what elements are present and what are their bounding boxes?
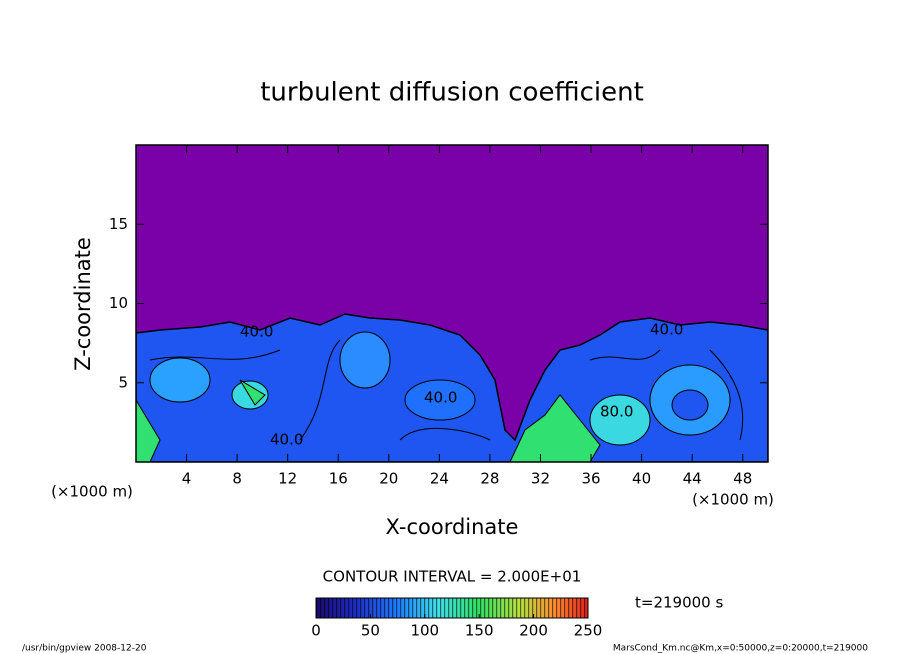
eddy	[239, 379, 266, 406]
y-tick-label: 5	[118, 373, 128, 391]
x-tick-label: 32	[531, 470, 550, 488]
contour-interval: CONTOUR INTERVAL = 2.000E+01	[323, 568, 582, 586]
field	[136, 145, 768, 462]
y-tick-label: 15	[109, 215, 128, 233]
contour-label: 40.0	[240, 323, 273, 341]
x-axis-label: X-coordinate	[386, 515, 519, 539]
x-units: (×1000 m)	[692, 491, 774, 509]
x-tick-label: 24	[430, 470, 449, 488]
x-tick-label: 28	[480, 470, 499, 488]
footer-right: MarsCond_Km.nc@Km,x=0:50000,z=0:20000,t=…	[613, 644, 868, 654]
x-tick-label: 20	[379, 470, 398, 488]
colorbar-tick-label: 200	[519, 622, 548, 640]
colorbar-tick-label: 50	[361, 622, 380, 640]
contour-label: 40.0	[270, 431, 303, 449]
x-tick-label: 4	[182, 470, 192, 488]
y-tick-label: 10	[109, 294, 128, 312]
x-tick-label: 44	[683, 470, 702, 488]
contour-label: 40.0	[424, 389, 457, 407]
eddy	[149, 357, 211, 403]
colorbar-tick-label: 0	[311, 622, 321, 640]
chart-title: turbulent diffusion coefficient	[260, 78, 644, 108]
x-tick-label: 36	[581, 470, 600, 488]
x-tick-label: 16	[329, 470, 348, 488]
colorbar-frame	[315, 597, 589, 619]
contour-label: 80.0	[600, 403, 633, 421]
time-label: t=219000 s	[635, 594, 723, 612]
colorbar-tick-label: 250	[574, 622, 603, 640]
contour-line	[149, 339, 744, 441]
x-tick-label: 48	[733, 470, 752, 488]
contour-label: 40.0	[650, 321, 683, 339]
y-axis-label: Z-coordinate	[71, 237, 95, 371]
eddy	[404, 379, 476, 421]
eddy	[509, 394, 601, 462]
eddy	[136, 399, 161, 462]
eddy	[589, 394, 651, 446]
colorbar-tick-label: 150	[465, 622, 494, 640]
colorbar-tick-label: 100	[410, 622, 439, 640]
x-tick-label: 40	[632, 470, 651, 488]
footer-left: /usr/bin/gpview 2008-12-20	[22, 644, 147, 654]
y-units: (×1000 m)	[51, 483, 133, 501]
eddy	[339, 331, 391, 389]
x-tick-label: 12	[278, 470, 297, 488]
eddy	[671, 389, 709, 421]
x-tick-label: 8	[232, 470, 242, 488]
